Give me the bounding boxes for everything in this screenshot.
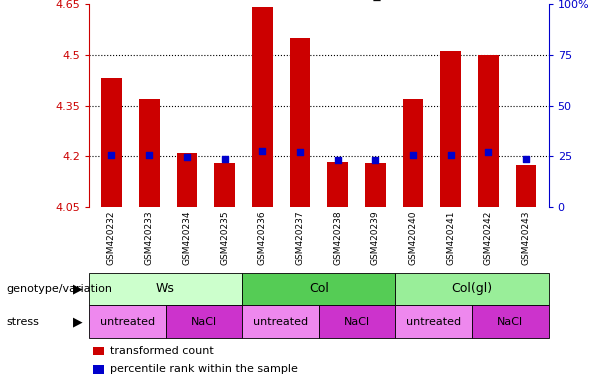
Point: [295, 149, 305, 155]
Bar: [242, 273, 395, 305]
Text: GSM420234: GSM420234: [182, 210, 191, 265]
Point: [257, 148, 267, 154]
Point: [219, 156, 229, 162]
Bar: [395, 305, 472, 338]
Point: [370, 156, 380, 162]
Bar: [166, 305, 242, 338]
Bar: [289, 38, 310, 207]
Bar: [89, 305, 166, 338]
Point: [144, 152, 154, 158]
Bar: [472, 305, 549, 338]
Bar: [516, 165, 536, 207]
Text: Col: Col: [309, 283, 329, 295]
Text: GSM420241: GSM420241: [446, 210, 455, 265]
Bar: [319, 305, 395, 338]
Text: GSM420236: GSM420236: [257, 210, 267, 265]
Text: NaCl: NaCl: [344, 316, 370, 327]
Title: GDS3927 / 266020_at: GDS3927 / 266020_at: [243, 0, 395, 2]
Text: GSM420242: GSM420242: [484, 210, 493, 265]
Text: untreated: untreated: [100, 316, 154, 327]
Text: GSM420233: GSM420233: [145, 210, 154, 265]
Bar: [478, 55, 499, 207]
Bar: [403, 99, 424, 207]
Bar: [93, 347, 104, 355]
Text: GSM420235: GSM420235: [220, 210, 229, 265]
Text: Ws: Ws: [156, 283, 175, 295]
Point: [484, 149, 493, 155]
Bar: [139, 99, 159, 207]
Text: NaCl: NaCl: [191, 316, 217, 327]
Text: untreated: untreated: [253, 316, 308, 327]
Bar: [214, 163, 235, 207]
Point: [446, 152, 455, 158]
Bar: [327, 162, 348, 207]
Point: [408, 152, 418, 158]
Bar: [89, 273, 242, 305]
Bar: [101, 78, 122, 207]
Point: [521, 156, 531, 162]
Bar: [440, 51, 461, 207]
Text: GSM420237: GSM420237: [295, 210, 305, 265]
Point: [333, 156, 343, 162]
Bar: [395, 273, 549, 305]
Text: percentile rank within the sample: percentile rank within the sample: [110, 364, 299, 374]
Text: NaCl: NaCl: [497, 316, 524, 327]
Point: [107, 152, 116, 158]
Text: untreated: untreated: [406, 316, 461, 327]
Text: GSM420239: GSM420239: [371, 210, 380, 265]
Text: genotype/variation: genotype/variation: [6, 284, 112, 294]
Bar: [242, 305, 319, 338]
Text: Col(gl): Col(gl): [451, 283, 493, 295]
Bar: [252, 7, 273, 207]
Text: GSM420238: GSM420238: [333, 210, 342, 265]
Bar: [365, 163, 386, 207]
Text: GSM420232: GSM420232: [107, 210, 116, 265]
Text: GSM420240: GSM420240: [408, 210, 417, 265]
Bar: [177, 153, 197, 207]
Text: ▶: ▶: [73, 283, 83, 295]
Text: GSM420243: GSM420243: [522, 210, 530, 265]
Text: stress: stress: [6, 316, 39, 327]
Bar: [93, 365, 104, 374]
Text: transformed count: transformed count: [110, 346, 214, 356]
Point: [182, 154, 192, 161]
Text: ▶: ▶: [73, 315, 83, 328]
